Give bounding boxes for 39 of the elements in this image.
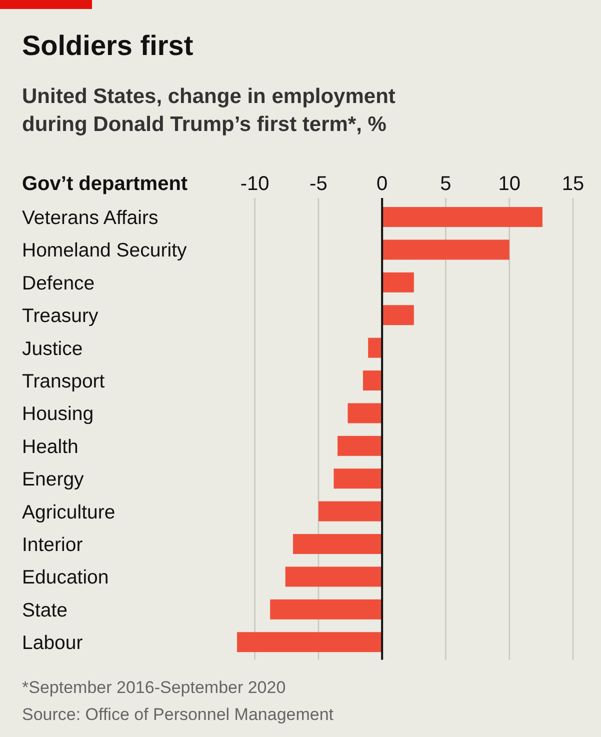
y-tick-label: Defence: [22, 272, 95, 294]
x-tick-label: -10: [240, 173, 270, 195]
x-tick-label: 15: [562, 173, 584, 195]
bar: [293, 534, 382, 554]
y-tick-label: Health: [22, 436, 78, 458]
bar: [368, 338, 382, 358]
x-tick-label: -5: [310, 173, 328, 195]
bar: [270, 599, 382, 620]
bar: [382, 240, 510, 260]
y-tick-label: Housing: [22, 403, 94, 426]
bar: [363, 370, 382, 390]
y-tick-label: Transport: [22, 370, 106, 392]
bar: [382, 305, 414, 326]
y-tick-label: Justice: [22, 338, 83, 360]
bar: [237, 632, 382, 652]
x-tick-label: 5: [440, 173, 452, 195]
bar: [338, 436, 382, 456]
y-tick-label: Labour: [22, 632, 84, 654]
chart-title: Soldiers first: [22, 30, 194, 61]
y-tick-label: Treasury: [22, 305, 98, 328]
y-tick-label: Education: [22, 566, 109, 589]
bar: [348, 403, 382, 424]
text: *September 2016-September 2020: [22, 678, 286, 697]
bar: [334, 468, 382, 489]
y-tick-label: State: [22, 599, 68, 622]
bar: [382, 207, 542, 227]
y-tick-label: Homeland Security: [22, 240, 187, 262]
x-tick-label: 10: [498, 173, 520, 195]
y-tick-label: Energy: [22, 468, 84, 491]
y-tick-label: Agriculture: [22, 501, 116, 524]
chart-subtitle: United States, change in employment during Donald Trump’s first term*, %: [22, 85, 396, 136]
source-note: Source: Office of Personnel Management: [22, 705, 334, 724]
y-tick-label: Veterans Affairs: [22, 207, 158, 229]
x-tick-label: 0: [376, 173, 388, 195]
bar: [318, 501, 382, 522]
y-tick-label: Interior: [22, 534, 84, 556]
bar: [382, 272, 414, 292]
y-axis-title: Gov’t department: [22, 173, 188, 195]
bar: [285, 566, 382, 587]
